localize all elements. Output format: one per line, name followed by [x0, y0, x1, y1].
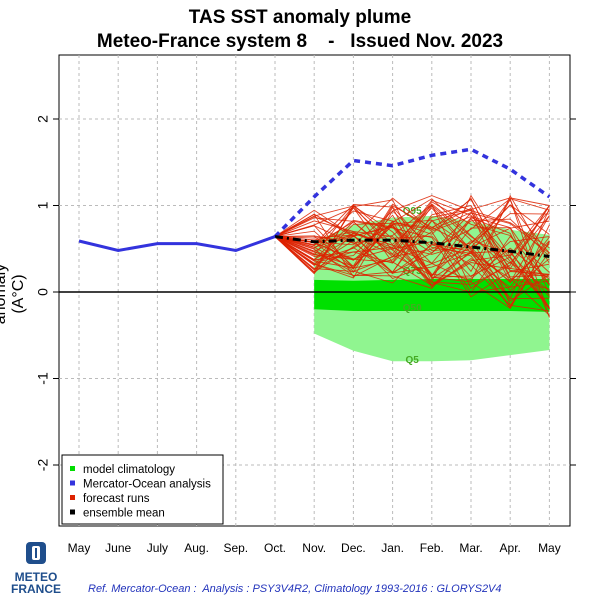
x-tick-label: Oct. — [264, 541, 286, 555]
x-tick-label: Jan. — [381, 541, 404, 555]
forecast-run-line — [274, 197, 550, 269]
forecast-run-line — [274, 199, 550, 308]
x-tick-label: Feb. — [420, 541, 444, 555]
forecast-run-line — [274, 198, 550, 278]
x-tick-label: Sep. — [223, 541, 248, 555]
forecast-run-line — [274, 205, 550, 285]
forecast-upper-envelope — [273, 147, 551, 238]
chart-title: TAS SST anomaly plume — [188, 7, 412, 28]
legend-swatch — [70, 480, 75, 486]
chart-subtitle: Meteo-France system 8 - Issued Nov. 2023 — [96, 31, 504, 52]
y-tick-label: -1 — [35, 372, 51, 385]
x-tick-label: May — [538, 541, 561, 555]
forecast-run-line — [274, 205, 550, 286]
x-tick-label: July — [147, 541, 168, 555]
legend-label: forecast runs — [83, 493, 150, 505]
forecast-run-line — [274, 198, 550, 272]
climatology-band-q25-q75 — [314, 279, 550, 312]
forecast-run-line — [274, 220, 550, 292]
legend-label: model climatology — [83, 464, 175, 476]
legend: model climatology Mercator-Ocean analysis… — [61, 454, 224, 525]
logo-text-1: METEO — [14, 570, 58, 584]
analysis-line — [78, 235, 276, 253]
legend-label: Mercator-Ocean analysis — [83, 479, 211, 491]
forecast-run-line — [274, 207, 550, 300]
x-tick-label: Dec. — [341, 541, 366, 555]
forecast-run-line — [274, 205, 550, 317]
quantile-label: Q95 — [403, 206, 422, 217]
forecast-run-line — [274, 203, 550, 292]
forecast-run-line — [274, 216, 550, 310]
forecast-run-line — [274, 235, 550, 278]
ensemble-mean-line — [274, 235, 550, 258]
reference-footer: Ref. Mercator-Ocean : Analysis : PSY3V4R… — [88, 583, 502, 595]
forecast-run-line — [274, 197, 550, 278]
logo-text-2: FRANCE — [11, 582, 61, 596]
x-tick-label: Mar. — [459, 541, 482, 555]
forecast-run-line — [274, 195, 550, 279]
x-tick-label: June — [105, 541, 131, 555]
y-tick-label: 2 — [35, 115, 51, 123]
y-tick-label: -2 — [35, 459, 51, 472]
forecast-run-line — [274, 213, 550, 294]
legend-box — [61, 454, 224, 525]
forecast-run-line — [274, 204, 550, 270]
forecast-runs — [274, 194, 550, 318]
x-tick-label: May — [68, 541, 91, 555]
quantile-label: Q5 — [406, 355, 420, 366]
x-tick-label: Aug. — [184, 541, 209, 555]
y-tick-label: 0 — [35, 288, 51, 296]
x-tick-label: Apr. — [500, 541, 521, 555]
meteo-france-emblem-icon — [26, 542, 46, 564]
x-tick-label: Nov. — [302, 541, 326, 555]
y-tick-label: 1 — [35, 201, 51, 209]
legend-swatch — [70, 466, 75, 471]
legend-label: ensemble mean — [83, 508, 165, 520]
quantile-label: Q50 — [403, 303, 422, 314]
forecast-run-line — [274, 212, 550, 273]
legend-swatch — [70, 495, 75, 500]
legend-swatch — [70, 509, 75, 515]
meteo-france-logo: METEO FRANCE — [8, 540, 64, 596]
